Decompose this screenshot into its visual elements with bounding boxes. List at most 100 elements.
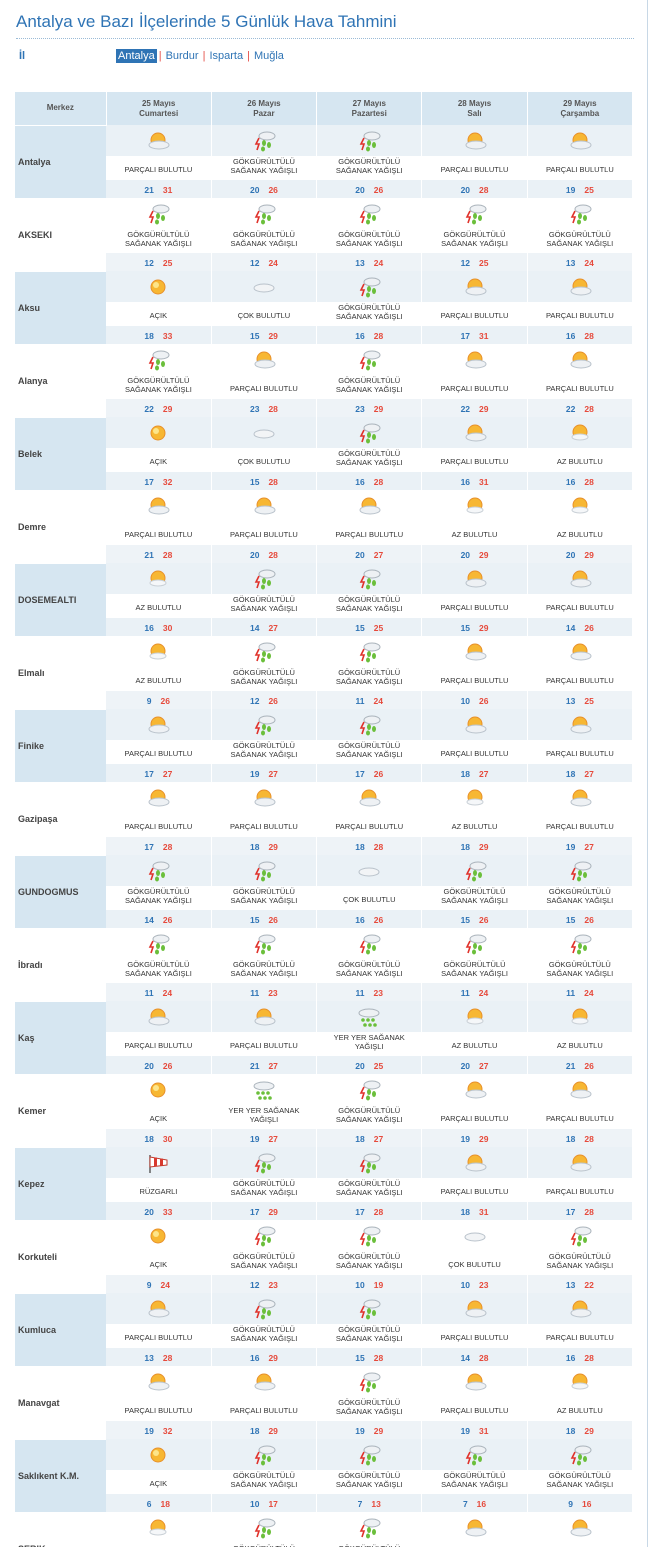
forecast-icon-cell — [211, 928, 318, 959]
thunderstorm-icon — [149, 934, 170, 954]
forecast-desc-cell: GÖKGÜRÜLTÜLÜ SAĞANAK YAĞIŞLI — [211, 886, 318, 910]
header-weekday: Çarşamba — [560, 108, 600, 118]
table-row: Demre — [15, 489, 634, 563]
province-link-0[interactable]: Antalya — [116, 49, 157, 63]
min-temp: 12 — [460, 258, 471, 268]
weather-description: AZ BULUTLU — [451, 530, 498, 539]
weather-description: GÖKGÜRÜLTÜLÜ SAĞANAK YAĞIŞLI — [441, 1471, 508, 1489]
min-temp: 10 — [460, 1280, 471, 1290]
forecast-icon-cell — [316, 636, 423, 667]
forecast-temp-cell: 19 31 — [421, 1421, 528, 1439]
forecast-icon-cell — [527, 1147, 634, 1178]
mostly-sunny-icon — [571, 424, 589, 440]
forecast-icon-cell — [421, 271, 528, 302]
forecast-icon-cell — [106, 1001, 212, 1032]
table-row-temps: 11 24 11 23 11 23 11 24 11 24 — [15, 983, 634, 1001]
weather-description: PARÇALI BULUTLU — [230, 822, 298, 831]
table-row-temps: 9 24 12 23 10 19 10 23 13 22 — [15, 1275, 634, 1293]
max-temp: 28 — [268, 404, 278, 414]
max-temp: 29 — [268, 1353, 278, 1363]
weather-description: YER YER SAĞANAK YAĞIŞLI — [333, 1033, 405, 1051]
forecast-temp-cell: 22 29 — [106, 399, 212, 417]
min-temp: 23 — [249, 404, 260, 414]
forecast-desc-cell: GÖKGÜRÜLTÜLÜ SAĞANAK YAĞIŞLI — [316, 448, 423, 472]
partly-cloudy-icon — [465, 1154, 487, 1171]
partly-cloudy-icon — [359, 789, 381, 806]
forecast-desc-cell: PARÇALI BULUTLU — [211, 375, 318, 399]
forecast-desc-cell: AZ BULUTLU — [106, 1543, 212, 1547]
table-row: Alanya — [15, 343, 634, 417]
table-row: Aksu — [15, 270, 634, 344]
page-right-border — [647, 0, 648, 1547]
forecast-icon-cell — [527, 928, 634, 959]
max-temp: 29 — [479, 1134, 489, 1144]
forecast-icon-cell — [211, 1001, 318, 1032]
mostly-sunny-icon — [571, 1373, 589, 1389]
forecast-icon-cell — [211, 1293, 318, 1324]
min-temp: 18 — [460, 1207, 471, 1217]
partly-cloudy-icon — [148, 789, 170, 806]
thunderstorm-icon — [465, 934, 487, 954]
partly-cloudy-icon — [570, 789, 592, 806]
weather-description: GÖKGÜRÜLTÜLÜ SAĞANAK YAĞIŞLI — [230, 668, 298, 686]
min-temp: 19 — [460, 1134, 471, 1144]
forecast-icon-cell — [527, 1220, 634, 1251]
forecast-temp-cell: 13 25 — [527, 691, 634, 709]
forecast-desc-cell: PARÇALI BULUTLU — [106, 813, 212, 837]
title-divider — [16, 38, 634, 39]
weather-description: PARÇALI BULUTLU — [545, 749, 614, 758]
city-name: Belek — [15, 416, 106, 490]
table-row-desc: AÇIK ÇOK BULUTLU GÖKGÜRÜLTÜLÜ SAĞANAK YAĞI… — [15, 448, 634, 472]
min-temp: 14 — [249, 623, 260, 633]
min-temp: 16 — [144, 623, 154, 633]
province-link-3[interactable]: Muğla — [253, 50, 284, 62]
forecast-icon-cell — [316, 855, 423, 886]
weather-description: GÖKGÜRÜLTÜLÜ SAĞANAK YAĞIŞLI — [225, 1545, 303, 1547]
forecast-icon-cell — [421, 636, 528, 667]
forecast-desc-cell: PARÇALI BULUTLU — [106, 156, 212, 180]
forecast-desc-cell: GÖKGÜRÜLTÜLÜ SAĞANAK YAĞIŞLI — [106, 229, 212, 253]
partly-cloudy-icon — [570, 351, 592, 368]
mostly-sunny-icon — [466, 497, 484, 513]
sun-icon — [150, 425, 166, 440]
forecast-temp-cell: 20 27 — [316, 545, 423, 563]
forecast-icon-cell — [106, 1293, 212, 1324]
province-link-2[interactable]: Isparta — [209, 50, 244, 62]
forecast-temp-cell: 15 26 — [527, 910, 634, 928]
max-temp: 26 — [479, 915, 489, 925]
forecast-temp-cell: 20 29 — [527, 545, 634, 563]
forecast-temp-cell: 6 18 — [106, 1494, 212, 1512]
thunderstorm-icon — [570, 1226, 592, 1246]
forecast-temp-cell: 17 28 — [106, 837, 212, 855]
forecast-desc-cell: ÇOK BULUTLU — [421, 1251, 528, 1275]
forecast-desc-cell: AÇIK — [106, 1105, 212, 1129]
header-day-4: 29 Mayıs Çarşamba — [527, 92, 634, 125]
province-link-1[interactable]: Burdur — [165, 50, 199, 62]
forecast-desc-cell: GÖKGÜRÜLTÜLÜ SAĞANAK YAĞIŞLI — [316, 1251, 423, 1275]
forecast-icon-cell — [316, 709, 423, 740]
forecast-desc-cell: AZ BULUTLU — [421, 521, 528, 545]
thunderstorm-icon — [254, 1153, 276, 1173]
forecast-icon-cell — [316, 1366, 423, 1397]
min-temp: 21 — [249, 1061, 260, 1071]
table-row: DOSEMEALTI — [15, 562, 634, 636]
forecast-temp-cell: 15 26 — [211, 910, 318, 928]
thunderstorm-icon — [570, 861, 592, 881]
thunderstorm-icon — [359, 204, 381, 224]
max-temp: 28 — [584, 331, 594, 341]
thunderstorm-icon — [570, 204, 592, 224]
forecast-desc-cell: GÖKGÜRÜLTÜLÜ SAĞANAK YAĞIŞLI — [211, 1470, 318, 1494]
city-name: Kumluca — [15, 1292, 106, 1366]
min-temp: 15 — [355, 1353, 365, 1363]
forecast-icon-cell — [316, 782, 423, 813]
forecast-temp-cell: 18 28 — [316, 837, 423, 855]
table-row-temps: 18 30 19 27 18 27 19 29 18 28 — [15, 1129, 634, 1147]
forecast-icon-cell — [527, 1293, 634, 1324]
max-temp: 16 — [581, 1499, 592, 1509]
min-temp: 17 — [144, 769, 154, 779]
forecast-temp-cell: 14 26 — [106, 910, 212, 928]
forecast-desc-cell: GÖKGÜRÜLTÜLÜ SAĞANAK YAĞIŞLI — [316, 1397, 423, 1421]
cloudy-icon — [358, 867, 380, 876]
max-temp: 31 — [479, 1207, 489, 1217]
max-temp: 27 — [584, 769, 594, 779]
